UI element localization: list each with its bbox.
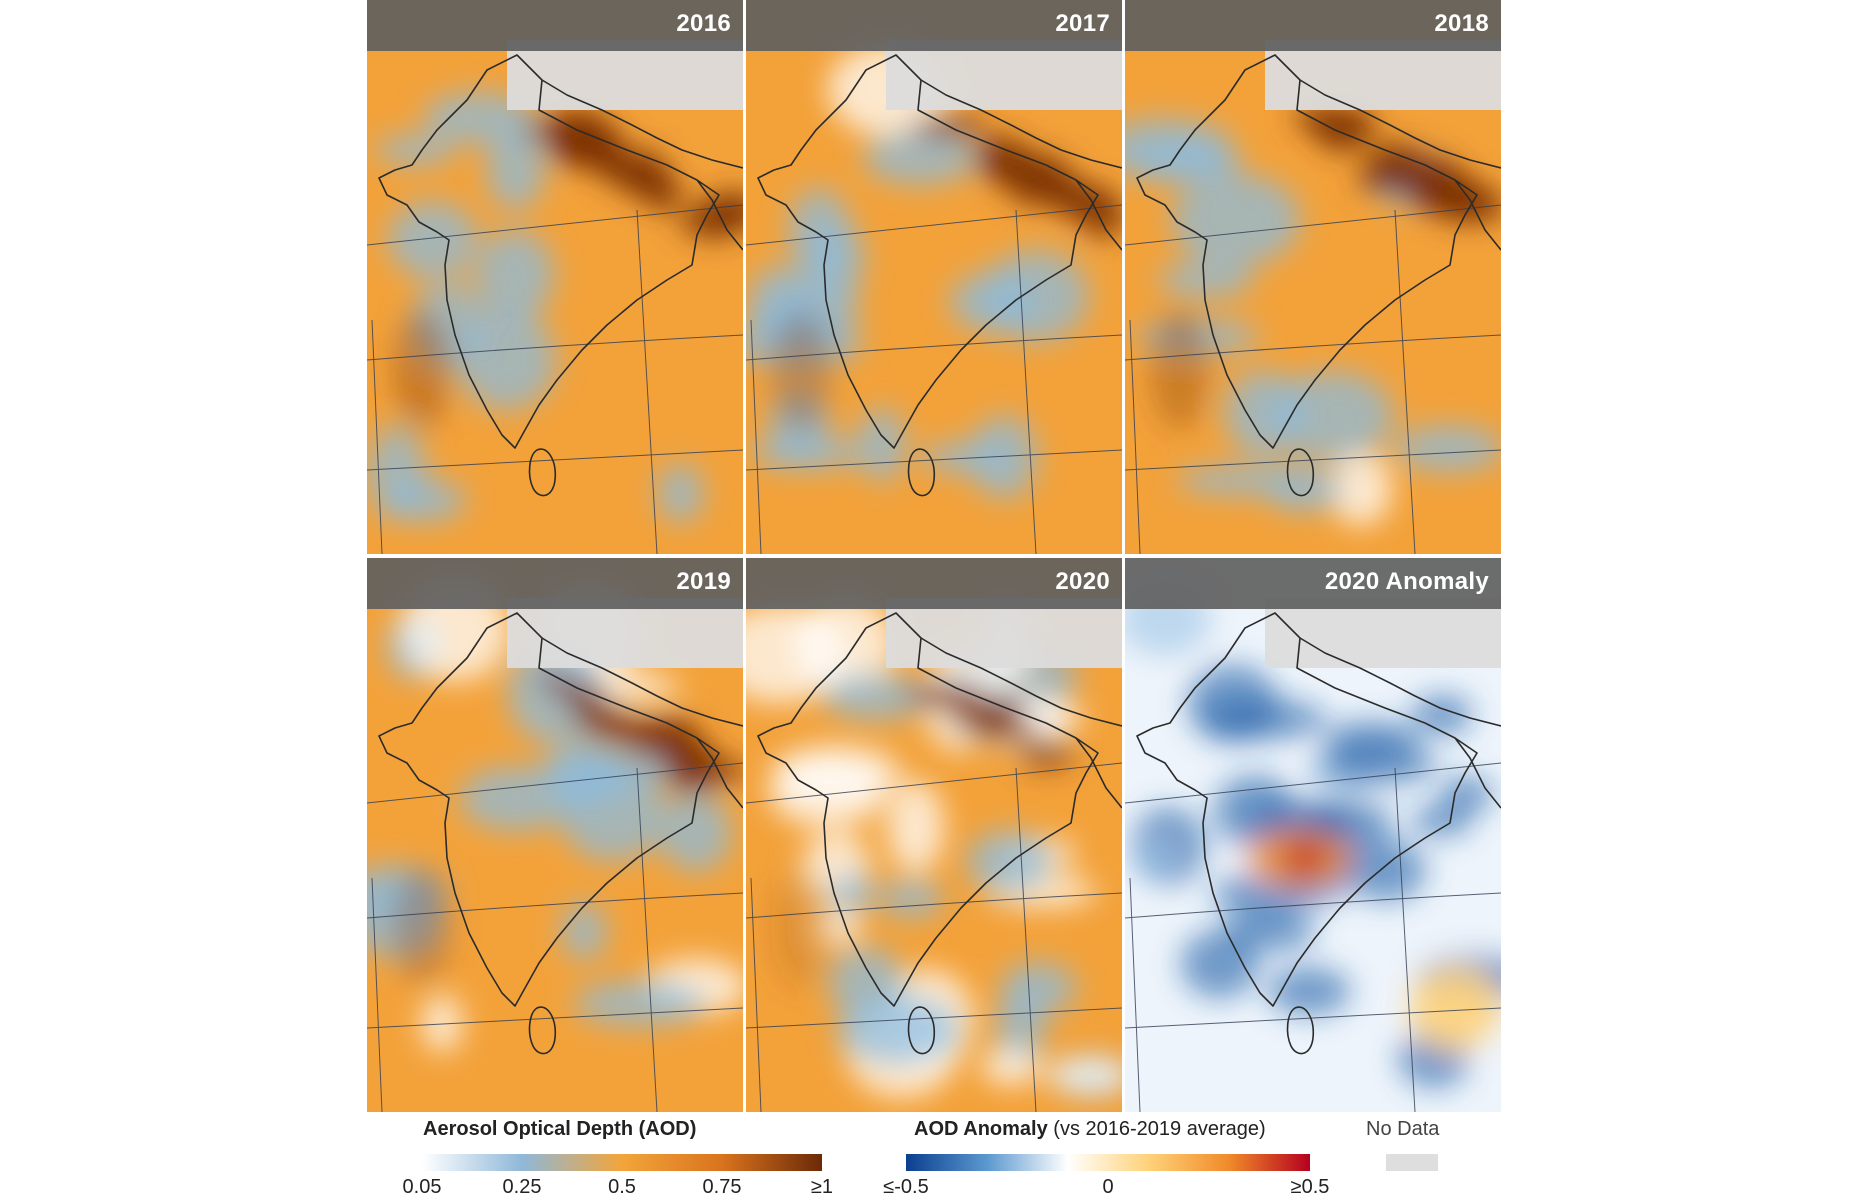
nodata-region [507, 40, 743, 110]
panel-title-bar: 2020 [746, 558, 1122, 609]
nodata-legend-label: No Data [1366, 1118, 1440, 1140]
panel-title: 2017 [1055, 10, 1110, 37]
graticule [1125, 204, 1501, 554]
panel-title: 2020 [1055, 568, 1110, 595]
coastline [757, 54, 1122, 497]
map-panel-2017: 2017 [746, 0, 1122, 554]
coastline [378, 612, 743, 1055]
aod-color-bar [422, 1154, 822, 1171]
panel-title-bar: 2020 Anomaly [1125, 558, 1501, 609]
aod-tick: 0.5 [608, 1176, 636, 1198]
panel-title: 2018 [1434, 10, 1489, 37]
coastline [1136, 612, 1501, 1055]
nodata-region [886, 40, 1122, 110]
anomaly-legend-title-bold: AOD Anomaly [914, 1118, 1048, 1140]
panel-title-bar: 2018 [1125, 0, 1501, 51]
map-panel-2019: 2019 [367, 558, 743, 1112]
coastline [1136, 54, 1501, 497]
nodata-region [1265, 40, 1501, 110]
nodata-region [886, 598, 1122, 668]
anomaly-tick: ≤-0.5 [883, 1176, 929, 1198]
aerosol-field [1125, 106, 1501, 527]
nodata-legend: No Data [1366, 1118, 1486, 1200]
graticule [746, 204, 1122, 554]
map-panel-2020: 2020 [746, 558, 1122, 1112]
aod-legend-title: Aerosol Optical Depth (AOD) [423, 1118, 697, 1140]
coastline [757, 612, 1122, 1055]
map-svg [367, 0, 743, 554]
aod-tick: ≥1 [810, 1176, 834, 1198]
map-panel-2018: 2018 [1125, 0, 1501, 554]
anomaly-legend: AOD Anomaly (vs 2016-2019 average) ≤-0.5… [883, 1118, 1340, 1200]
anomaly-color-bar [906, 1154, 1310, 1171]
map-svg [1125, 0, 1501, 554]
aod-legend: Aerosol Optical Depth (AOD) 0.05 0.25 0.… [395, 1118, 845, 1200]
anomaly-tick: ≥0.5 [1290, 1176, 1330, 1198]
anomaly-legend-title: AOD Anomaly (vs 2016-2019 average) [914, 1118, 1266, 1141]
nodata-region [507, 598, 743, 668]
graticule [1125, 762, 1501, 1112]
aod-tick: 0.25 [502, 1176, 542, 1198]
nodata-region [1265, 598, 1501, 668]
graticule [367, 204, 743, 554]
coastline [378, 54, 743, 497]
map-panel-2020-anomaly: 2020 Anomaly [1125, 558, 1501, 1112]
aerosol-field [1125, 582, 1501, 1089]
aerosol-field [746, 593, 1122, 1099]
map-svg [746, 558, 1122, 1112]
map-svg [1125, 558, 1501, 1112]
graticule [367, 762, 743, 1112]
anomaly-legend-title-rest: (vs 2016-2019 average) [1047, 1118, 1266, 1140]
graticule [746, 762, 1122, 1112]
anomaly-tick: 0 [1102, 1176, 1114, 1198]
panel-title: 2019 [676, 568, 731, 595]
aod-tick: 0.75 [702, 1176, 742, 1198]
nodata-swatch [1386, 1154, 1438, 1171]
panel-title-bar: 2019 [367, 558, 743, 609]
aerosol-field [746, 43, 1122, 500]
panel-title: 2016 [676, 10, 731, 37]
panel-title-bar: 2016 [367, 0, 743, 51]
map-grid: 2016 2017 2018 2019 2020 2020 Anomaly [367, 0, 1501, 1112]
map-svg [367, 558, 743, 1112]
panel-title: 2020 Anomaly [1324, 568, 1489, 595]
panel-title-bar: 2017 [746, 0, 1122, 51]
aod-tick: 0.05 [402, 1176, 442, 1198]
map-svg [746, 0, 1122, 554]
map-panel-2016: 2016 [367, 0, 743, 554]
